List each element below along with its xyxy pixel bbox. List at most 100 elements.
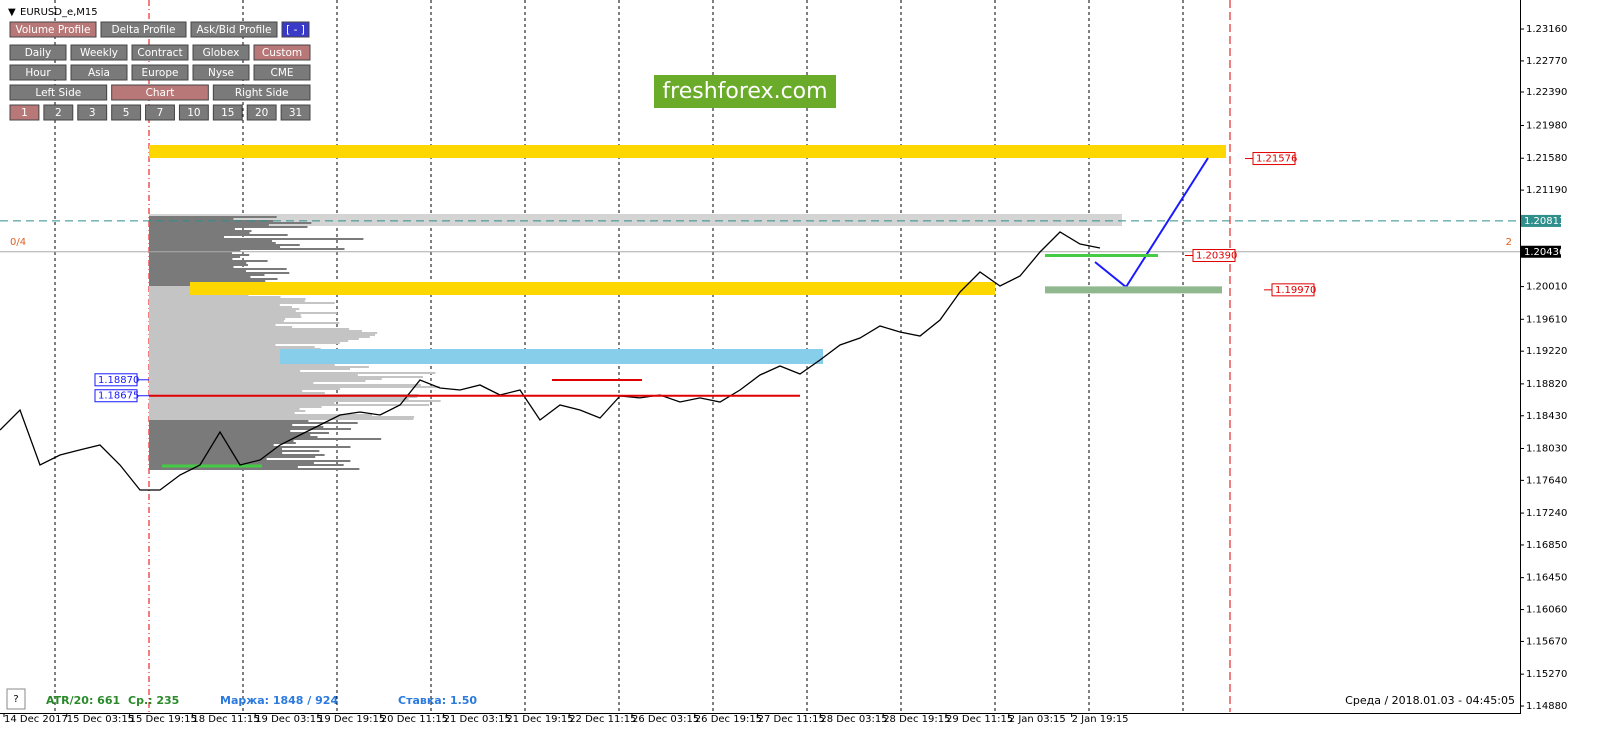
toolbar-button[interactable]: Daily	[9, 44, 67, 61]
button-face[interactable]	[281, 21, 310, 38]
button-label[interactable]: 1	[21, 107, 28, 119]
profile-bar	[149, 236, 225, 238]
profile-bar	[149, 240, 273, 242]
button-label[interactable]: Custom	[262, 47, 302, 59]
button-face[interactable]	[280, 104, 311, 121]
button-label[interactable]: 3	[89, 107, 96, 119]
toolbar-button[interactable]: 20	[246, 104, 277, 121]
x-tick-label: 18 Dec 11:15	[192, 714, 259, 725]
toolbar-button[interactable]: Contract	[131, 44, 189, 61]
toolbar-button[interactable]: [ - ]	[281, 21, 310, 38]
toolbar-button[interactable]: Volume Profile	[9, 21, 97, 38]
toolbar-button[interactable]: 3	[77, 104, 108, 121]
button-label[interactable]: Globex	[203, 47, 240, 59]
button-label[interactable]: Chart	[146, 87, 175, 99]
toolbar-button[interactable]: Delta Profile	[100, 21, 187, 38]
value-area	[280, 349, 823, 364]
profile-bar	[149, 354, 370, 356]
button-label[interactable]: 7	[157, 107, 164, 119]
button-label[interactable]: 10	[187, 107, 200, 119]
x-tick-label: 29 Dec 11:15	[946, 714, 1013, 725]
button-face[interactable]	[190, 21, 278, 38]
help-button[interactable]	[6, 688, 26, 710]
button-label[interactable]: 2	[55, 107, 62, 119]
toolbar-button[interactable]: Ask/Bid Profile	[190, 21, 278, 38]
button-face[interactable]	[192, 64, 250, 81]
toolbar-button[interactable]: Left Side	[9, 84, 108, 101]
button-face[interactable]	[9, 21, 97, 38]
toolbar-button[interactable]: Europe	[131, 64, 189, 81]
button-label[interactable]: Daily	[25, 47, 52, 59]
toolbar-button[interactable]: Right Side	[212, 84, 311, 101]
button-label[interactable]: 20	[255, 107, 268, 119]
toolbar-button[interactable]: 7	[145, 104, 175, 121]
profile-bar	[149, 254, 250, 256]
toolbar-button[interactable]: Globex	[192, 44, 250, 61]
button-label[interactable]: Left Side	[35, 87, 81, 99]
button-label[interactable]: Nyse	[208, 67, 234, 79]
button-face[interactable]	[9, 64, 67, 81]
toolbar-button[interactable]: 2	[43, 104, 74, 121]
profile-bar	[149, 334, 376, 336]
button-face[interactable]	[111, 104, 142, 121]
yellow-zone	[149, 145, 1226, 158]
profile-bar	[149, 224, 269, 226]
toolbar-button[interactable]: Hour	[9, 64, 67, 81]
button-face[interactable]	[9, 84, 108, 101]
yellow-zone	[190, 282, 995, 295]
profile-bar	[149, 438, 382, 440]
toolbar-button[interactable]: Custom	[253, 44, 311, 61]
button-face[interactable]	[70, 44, 128, 61]
toolbar-button[interactable]: 5	[111, 104, 142, 121]
button-face[interactable]	[212, 104, 243, 121]
toolbar-button[interactable]: Chart	[111, 84, 209, 101]
profile-bar	[149, 452, 283, 454]
help-text[interactable]: ?	[13, 694, 18, 705]
button-label[interactable]: Weekly	[80, 47, 118, 59]
button-face[interactable]	[131, 44, 189, 61]
button-label[interactable]: 5	[123, 107, 130, 119]
toolbar-button[interactable]: Asia	[70, 64, 128, 81]
button-label[interactable]: 15	[221, 107, 234, 119]
button-face[interactable]	[145, 104, 175, 121]
toolbar-button[interactable]: Nyse	[192, 64, 250, 81]
profile-bar	[149, 268, 287, 270]
button-face[interactable]	[70, 64, 128, 81]
toolbar-button[interactable]: 1	[9, 104, 40, 121]
button-face[interactable]	[212, 84, 311, 101]
button-face[interactable]	[253, 44, 311, 61]
button-face[interactable]	[253, 64, 311, 81]
button-face[interactable]	[100, 21, 187, 38]
y-tick-label: 1.18030	[1526, 443, 1567, 454]
button-face[interactable]	[192, 44, 250, 61]
toolbar-button[interactable]: 31	[280, 104, 311, 121]
button-label[interactable]: 31	[289, 107, 302, 119]
profile-band	[149, 214, 1122, 226]
button-face[interactable]	[9, 44, 67, 61]
button-label[interactable]: Asia	[88, 67, 110, 79]
button-face[interactable]	[9, 104, 40, 121]
button-face[interactable]	[77, 104, 108, 121]
profile-bar	[149, 420, 309, 422]
button-label[interactable]: Europe	[142, 67, 179, 79]
button-label[interactable]: Delta Profile	[112, 24, 176, 36]
button-face[interactable]	[131, 64, 189, 81]
button-face[interactable]	[43, 104, 74, 121]
button-face[interactable]	[246, 104, 277, 121]
button-label[interactable]: Volume Profile	[15, 24, 90, 36]
toolbar-button[interactable]: CME	[253, 64, 311, 81]
button-label[interactable]: [ - ]	[286, 24, 305, 36]
button-face[interactable]	[111, 84, 209, 101]
button-face[interactable]	[178, 104, 209, 121]
button-label[interactable]: CME	[270, 67, 293, 79]
button-label[interactable]: Contract	[137, 47, 182, 59]
y-tick-label: 1.22770	[1526, 56, 1567, 67]
toolbar-button[interactable]: 15	[212, 104, 243, 121]
toolbar-button[interactable]: Weekly	[70, 44, 128, 61]
button-label[interactable]: Right Side	[235, 87, 289, 99]
toolbar-button[interactable]: 10	[178, 104, 209, 121]
button-label[interactable]: Hour	[25, 67, 51, 79]
x-tick-label: 22 Dec 11:15	[569, 714, 636, 725]
profile-bar	[149, 440, 294, 442]
button-label[interactable]: Ask/Bid Profile	[196, 24, 271, 36]
